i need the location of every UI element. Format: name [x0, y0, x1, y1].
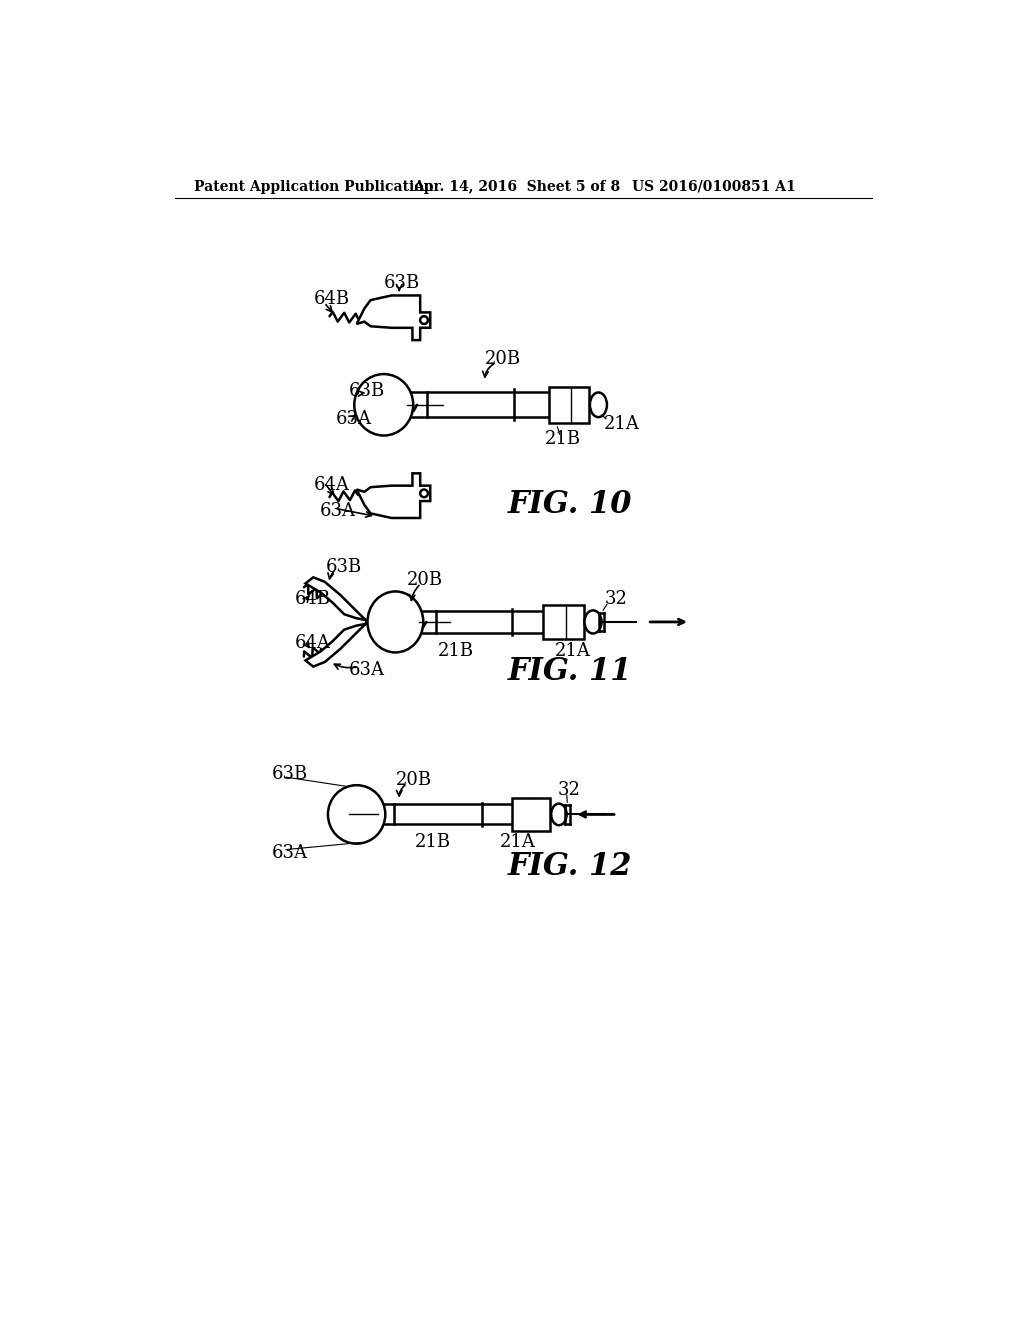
Text: 32: 32: [557, 781, 581, 799]
Text: 64A: 64A: [314, 477, 350, 494]
Ellipse shape: [590, 392, 607, 417]
Text: 63B: 63B: [384, 275, 420, 292]
Text: 64B: 64B: [314, 289, 350, 308]
Text: 63A: 63A: [271, 843, 307, 862]
Text: 64A: 64A: [295, 635, 331, 652]
Text: 63A: 63A: [349, 661, 385, 678]
Circle shape: [420, 317, 428, 323]
Circle shape: [420, 490, 428, 498]
Ellipse shape: [585, 610, 601, 634]
Text: 21A: 21A: [555, 643, 591, 660]
Text: 63A: 63A: [321, 502, 356, 520]
Bar: [512, 799, 550, 830]
Text: Patent Application Publication: Patent Application Publication: [194, 180, 433, 194]
Polygon shape: [305, 577, 368, 622]
Text: US 2016/0100851 A1: US 2016/0100851 A1: [632, 180, 796, 194]
Bar: [549, 387, 589, 422]
Text: FIG. 11: FIG. 11: [508, 656, 632, 688]
Text: 20B: 20B: [407, 570, 443, 589]
Text: 63B: 63B: [271, 766, 307, 783]
Text: 21A: 21A: [604, 414, 640, 433]
Ellipse shape: [551, 804, 566, 825]
Text: 32: 32: [604, 590, 628, 607]
Text: 63B: 63B: [326, 557, 361, 576]
Ellipse shape: [368, 591, 423, 652]
Text: 21B: 21B: [415, 833, 451, 851]
Text: FIG. 12: FIG. 12: [508, 851, 632, 882]
Bar: [544, 605, 584, 639]
Polygon shape: [305, 622, 368, 667]
Text: 64B: 64B: [295, 590, 331, 607]
Text: 20B: 20B: [484, 350, 520, 367]
Text: Apr. 14, 2016  Sheet 5 of 8: Apr. 14, 2016 Sheet 5 of 8: [414, 180, 621, 194]
Text: FIG. 10: FIG. 10: [508, 490, 632, 520]
Text: 63B: 63B: [349, 381, 385, 400]
Text: 21B: 21B: [438, 643, 474, 660]
Ellipse shape: [328, 785, 385, 843]
Polygon shape: [356, 474, 430, 517]
Text: 20B: 20B: [395, 771, 431, 789]
Text: 63A: 63A: [336, 409, 372, 428]
Text: 21A: 21A: [500, 833, 536, 851]
Polygon shape: [356, 296, 430, 341]
Text: 21B: 21B: [545, 430, 581, 449]
Ellipse shape: [354, 374, 414, 436]
